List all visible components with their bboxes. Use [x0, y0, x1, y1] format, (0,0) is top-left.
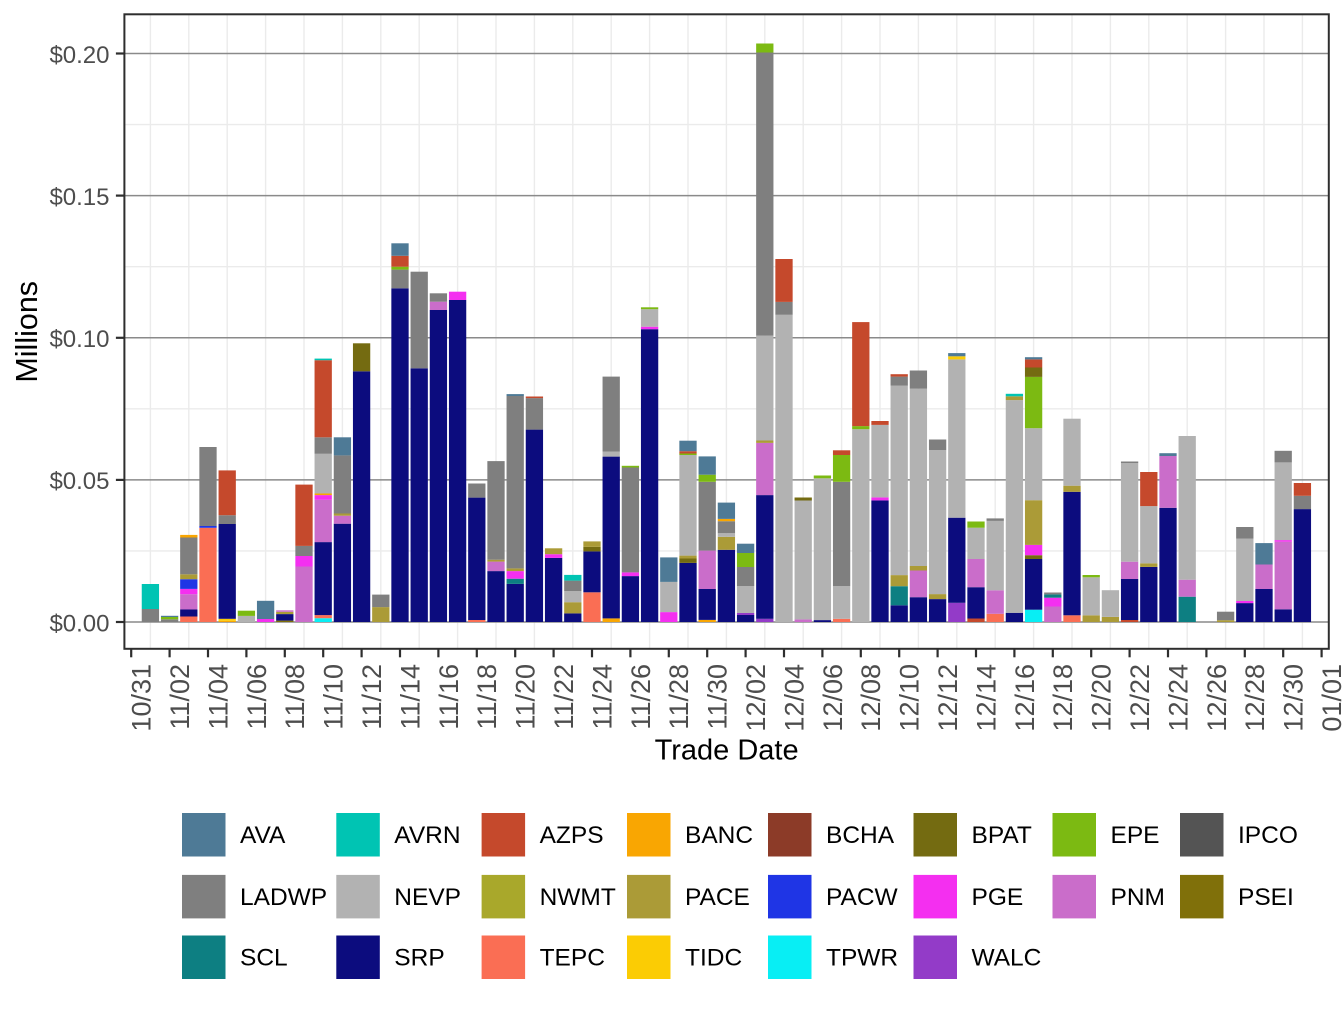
svg-text:PSEI: PSEI [1238, 884, 1294, 911]
svg-text:12/02: 12/02 [741, 664, 771, 732]
svg-text:10/31: 10/31 [127, 664, 157, 732]
svg-text:12/04: 12/04 [779, 664, 809, 732]
svg-text:11/02: 11/02 [165, 664, 195, 730]
svg-text:Millions: Millions [10, 281, 44, 383]
svg-text:PNM: PNM [1111, 884, 1165, 911]
svg-text:PACW: PACW [826, 884, 899, 911]
svg-text:12/30: 12/30 [1279, 664, 1309, 732]
svg-text:12/20: 12/20 [1087, 664, 1117, 732]
svg-text:NWMT: NWMT [540, 884, 616, 911]
svg-text:$0.15: $0.15 [49, 184, 109, 211]
svg-text:11/06: 11/06 [242, 664, 272, 730]
svg-text:11/12: 11/12 [357, 664, 387, 730]
svg-text:11/22: 11/22 [549, 664, 579, 730]
svg-text:NEVP: NEVP [394, 884, 461, 911]
svg-text:SRP: SRP [394, 945, 444, 972]
svg-text:12/12: 12/12 [933, 664, 963, 732]
svg-text:TPWR: TPWR [826, 945, 898, 972]
svg-text:11/04: 11/04 [203, 664, 233, 730]
svg-text:12/10: 12/10 [895, 664, 925, 732]
svg-text:12/24: 12/24 [1163, 664, 1193, 732]
svg-text:12/22: 12/22 [1125, 664, 1155, 732]
svg-text:11/10: 11/10 [319, 664, 349, 730]
svg-text:AZPS: AZPS [540, 822, 604, 849]
svg-text:11/30: 11/30 [703, 664, 733, 730]
svg-text:LADWP: LADWP [240, 884, 327, 911]
svg-text:11/20: 11/20 [511, 664, 541, 730]
svg-text:$0.00: $0.00 [49, 610, 109, 637]
svg-text:11/28: 11/28 [664, 664, 694, 730]
svg-text:12/08: 12/08 [856, 664, 886, 732]
svg-text:PGE: PGE [972, 884, 1024, 911]
svg-text:BANC: BANC [685, 822, 753, 849]
svg-text:12/06: 12/06 [818, 664, 848, 732]
svg-text:SCL: SCL [240, 945, 288, 972]
svg-text:$0.20: $0.20 [49, 42, 109, 69]
svg-text:11/24: 11/24 [587, 664, 617, 730]
svg-text:IPCO: IPCO [1238, 822, 1298, 849]
svg-text:11/08: 11/08 [280, 664, 310, 730]
svg-text:AVRN: AVRN [394, 822, 460, 849]
svg-text:$0.10: $0.10 [49, 326, 109, 353]
svg-text:11/16: 11/16 [434, 664, 464, 730]
svg-text:WALC: WALC [972, 945, 1042, 972]
svg-text:11/14: 11/14 [395, 664, 425, 730]
svg-text:TIDC: TIDC [685, 945, 742, 972]
svg-text:11/26: 11/26 [626, 664, 656, 730]
svg-text:Trade Date: Trade Date [655, 735, 799, 767]
svg-text:11/18: 11/18 [472, 664, 502, 730]
svg-text:BCHA: BCHA [826, 822, 895, 849]
svg-text:TEPC: TEPC [540, 945, 605, 972]
svg-text:PACE: PACE [685, 884, 750, 911]
svg-text:EPE: EPE [1111, 822, 1160, 849]
svg-text:12/16: 12/16 [1010, 664, 1040, 732]
svg-text:AVA: AVA [240, 822, 286, 849]
svg-text:01/01: 01/01 [1317, 664, 1344, 732]
svg-text:12/18: 12/18 [1048, 664, 1078, 732]
svg-text:12/26: 12/26 [1202, 664, 1232, 732]
svg-text:$0.05: $0.05 [49, 468, 109, 495]
svg-text:12/28: 12/28 [1240, 664, 1270, 732]
svg-text:12/14: 12/14 [971, 664, 1001, 732]
svg-text:BPAT: BPAT [972, 822, 1032, 849]
